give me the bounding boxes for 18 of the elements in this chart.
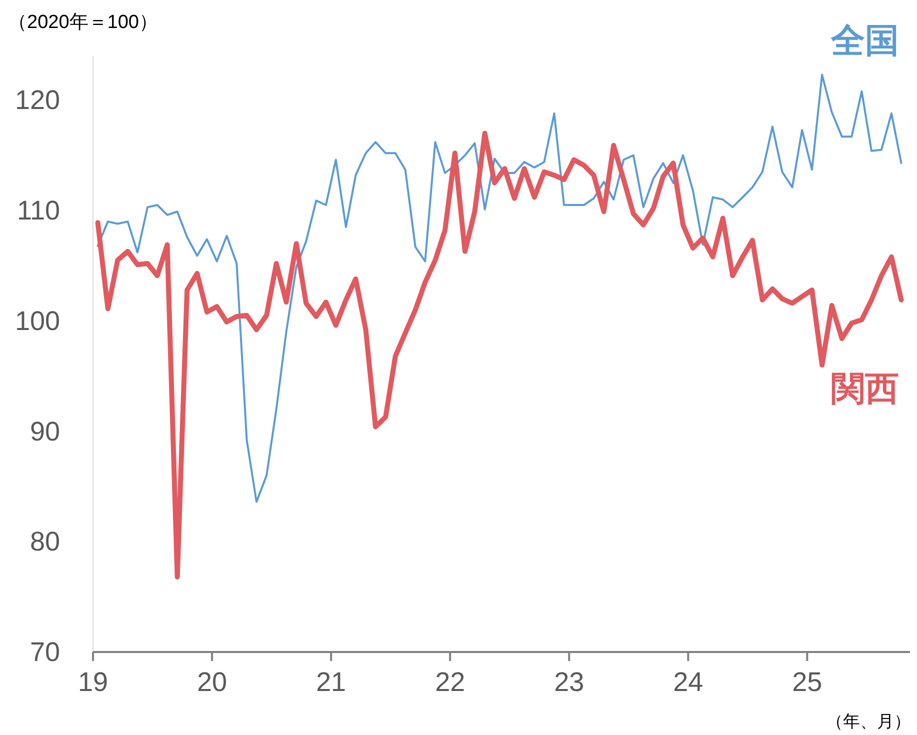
series-label: 全国	[830, 22, 899, 60]
line-series	[96, 74, 902, 503]
x-tick-label: 20	[197, 667, 228, 697]
x-tick-label: 24	[673, 667, 704, 697]
y-tick-label: 70	[30, 637, 60, 667]
y-axis-title: （2020年＝100）	[8, 12, 158, 33]
y-tick-label: 120	[14, 85, 60, 116]
y-tick-label: 100	[14, 306, 60, 336]
series-label: 関西	[831, 370, 899, 408]
x-tick-label: 22	[435, 667, 466, 697]
y-tick-label: 80	[30, 526, 60, 557]
y-tick-label: 90	[30, 416, 60, 446]
x-tick-label: 21	[316, 667, 346, 697]
y-tick-label: 110	[16, 196, 60, 226]
x-tick-label: 23	[554, 667, 584, 697]
x-axis-title: （年、月）	[826, 712, 911, 731]
x-tick-label: 25	[792, 667, 822, 697]
x-tick-label: 19	[78, 667, 108, 697]
